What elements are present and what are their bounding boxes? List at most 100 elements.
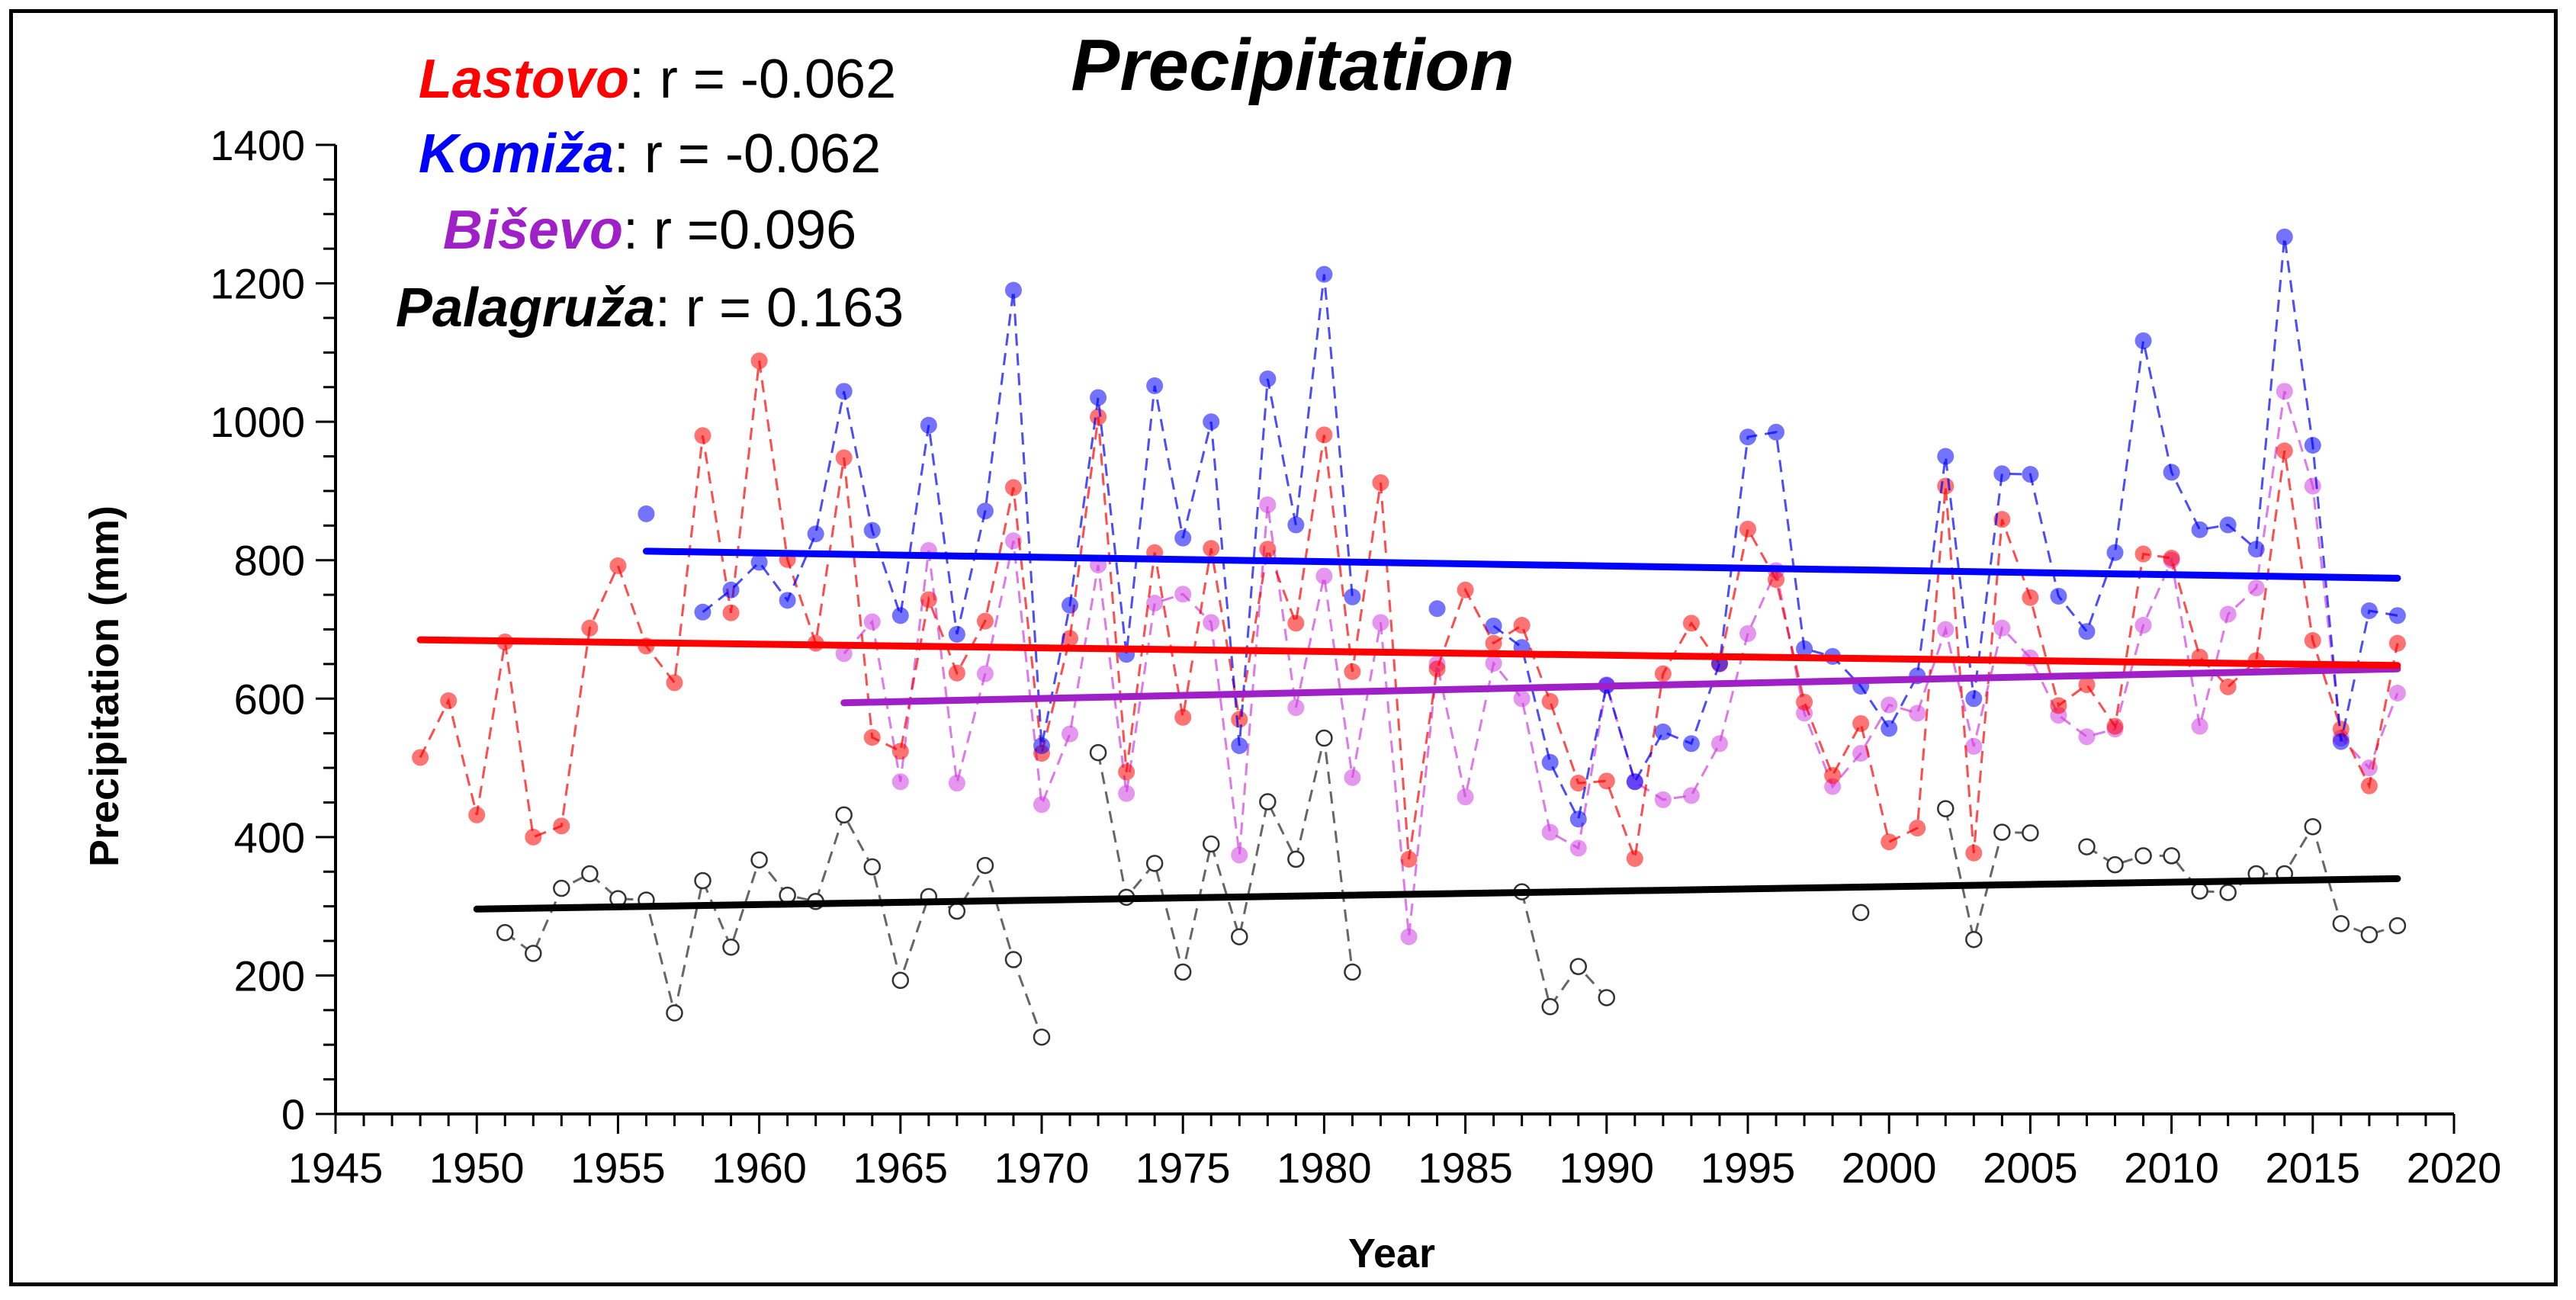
data-point [2360,602,2378,619]
data-point [1203,540,1220,557]
data-point [2388,607,2406,624]
data-point [2276,442,2293,460]
data-point [1768,423,1785,441]
data-point [2304,477,2321,495]
data-point [1145,855,1164,872]
legend: Lastovo: r = -0.062 Komiža: r = -0.062 B… [396,49,904,339]
data-point [1909,705,1926,722]
data-point [722,938,740,956]
y-axis-title: Precipitation (mm) [82,506,127,867]
data-point [948,775,965,792]
data-point [835,645,853,663]
data-point [1937,621,1954,638]
data-point [1654,723,1672,740]
x-tick-label: 1945 [288,1144,384,1192]
data-point [891,773,909,791]
data-point [1315,265,1333,283]
data-point [1174,586,1192,603]
data-point [1569,810,1587,828]
data-point [1287,615,1305,632]
data-point [2134,847,2152,865]
data-point [1062,630,1079,647]
data-point [2106,717,2124,735]
data-point [553,817,570,835]
data-point [1881,696,1898,714]
data-point [948,664,965,682]
series-palagruža [496,729,2407,1046]
data-point [1965,930,1983,949]
data-point [1541,823,1559,841]
data-point [666,1004,683,1022]
series-layer [412,228,2407,1046]
data-point [1287,850,1305,868]
y-tick-label: 1400 [210,121,305,169]
data-point [1457,581,1474,599]
data-point [1033,737,1050,755]
data-point [976,502,994,520]
data-point [2050,697,2067,714]
data-point [468,806,486,823]
data-point [1203,413,1220,431]
data-point [2304,632,2321,650]
x-tick-label: 1980 [1277,1144,1372,1192]
data-point [1626,773,1643,791]
data-point [1259,370,1277,387]
x-tick-label: 2015 [2266,1144,2361,1192]
data-point [1852,714,1870,732]
data-point [807,525,824,543]
data-point [1598,772,1615,790]
data-point [1118,785,1135,802]
data-point [1739,520,1756,538]
series-line [1492,236,2398,823]
legend-entry-palagruza: Palagruža: r = 0.163 [396,278,904,339]
data-point [1004,532,1022,550]
data-point [2247,579,2265,597]
data-point [1937,448,1954,465]
data-point [1062,596,1079,614]
data-point [2163,549,2180,567]
data-point [666,674,683,692]
data-point [1315,426,1333,444]
data-point [1768,571,1785,589]
trend-line-biševo [840,665,2401,707]
data-point [1569,839,1587,857]
data-point [638,505,655,522]
data-point [863,729,881,746]
axes: 1945 1950 1955 1960 1965 1970 1975 1980 1985 1990… [210,121,2501,1192]
trend-layer [416,547,2401,913]
data-point [722,581,740,599]
data-point [835,449,853,467]
data-point [440,692,458,710]
data-point [1004,951,1023,968]
x-tick-label: 1975 [1135,1144,1231,1192]
data-point [2276,383,2293,400]
legend-r-lastovo: : r = -0.062 [629,49,896,110]
data-point [2219,605,2237,623]
data-point [976,612,994,630]
data-point [581,619,599,637]
y-tick-label: 800 [234,537,305,585]
data-point [1965,690,1983,708]
data-point [863,522,881,539]
legend-entry-bisevo: Biševo: r =0.096 [443,200,856,261]
data-point [1089,743,1107,762]
y-tick-label: 600 [234,675,305,723]
data-point [1004,479,1022,496]
data-point [2191,717,2208,735]
data-point [2219,516,2237,534]
data-point [1428,660,1446,678]
data-point [581,865,599,883]
data-point [1654,791,1672,808]
x-tick-label: 1950 [429,1144,525,1192]
data-point [750,851,768,869]
data-point [1796,640,1813,657]
trend-line-palagruža [473,875,2401,913]
data-point [1541,998,1559,1016]
data-point [694,427,711,445]
data-point [1400,928,1418,945]
data-point [1881,833,1898,851]
data-point [2022,466,2039,483]
data-point [750,554,768,571]
legend-entry-komiza: Komiža: r = -0.062 [419,124,881,185]
data-point [1541,753,1559,771]
